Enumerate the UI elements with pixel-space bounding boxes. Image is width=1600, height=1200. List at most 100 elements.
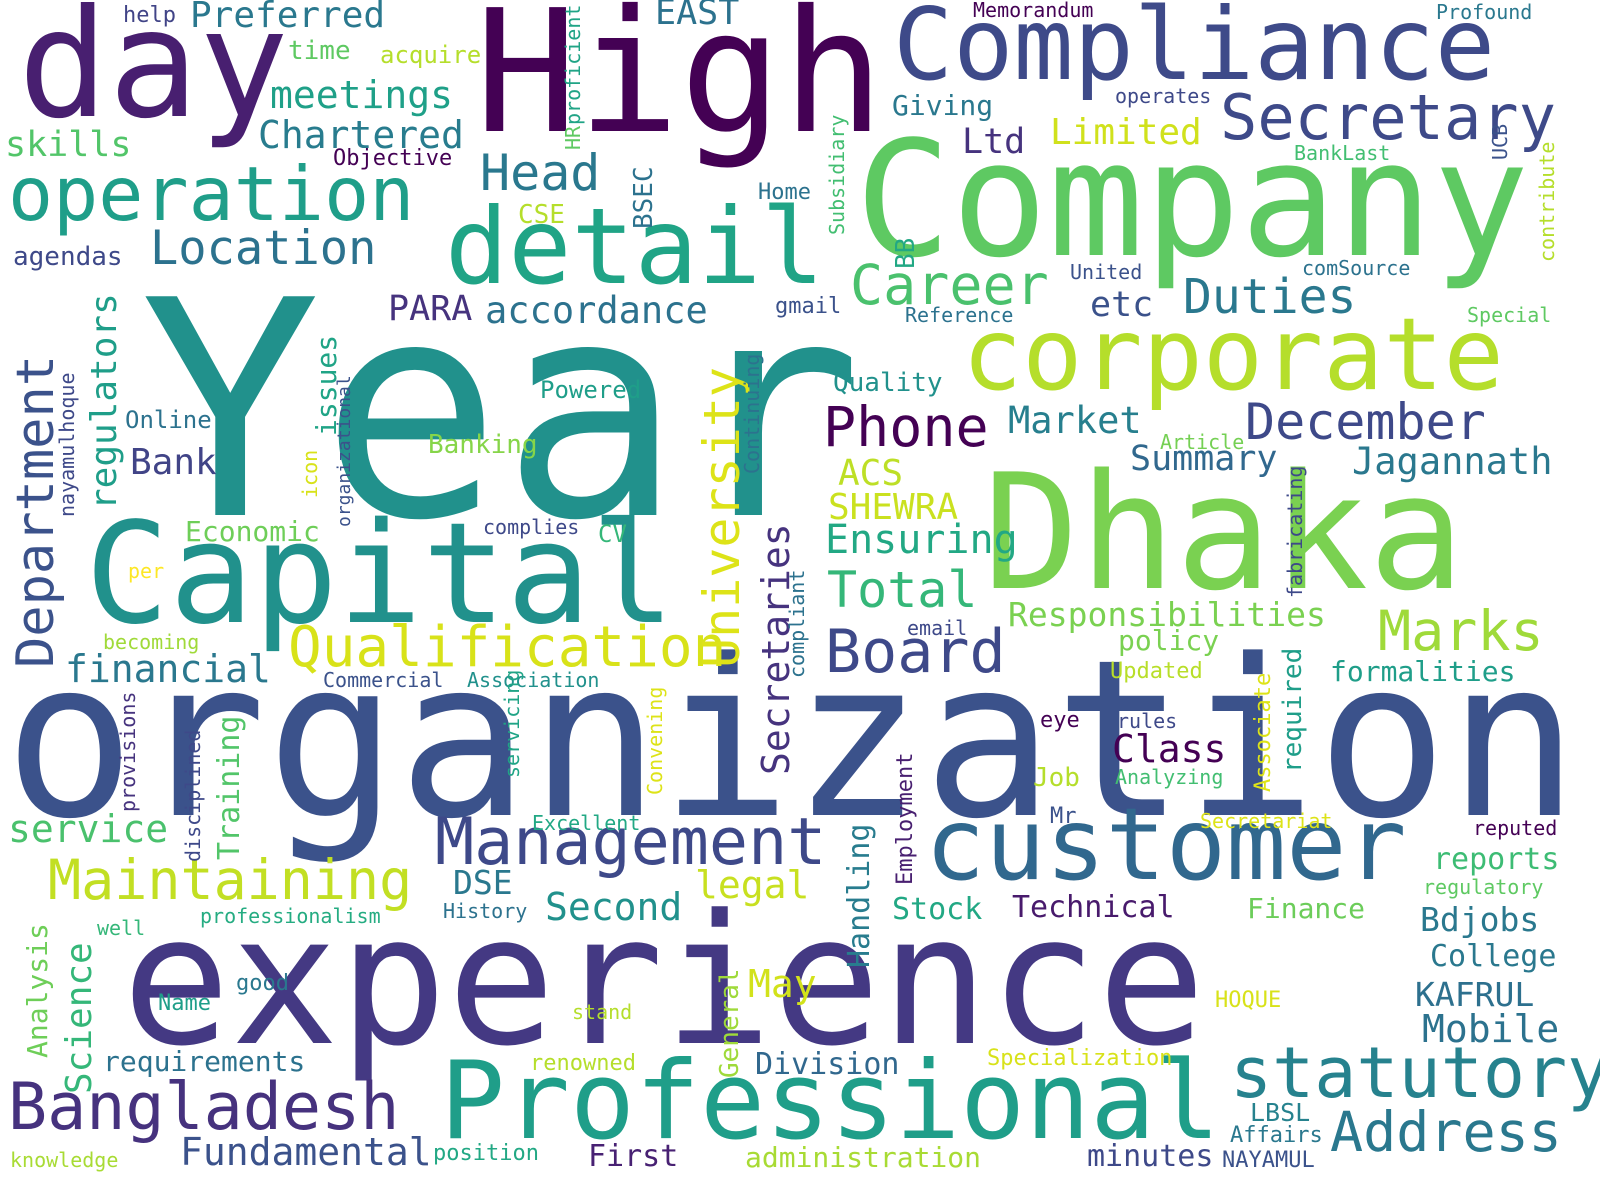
word-united: United <box>1070 260 1143 284</box>
word-time: time <box>288 36 351 66</box>
word-job: Job <box>1033 763 1080 793</box>
word-help: help <box>123 3 176 28</box>
word-duties: Duties <box>1183 269 1357 325</box>
word-meetings: meetings <box>270 73 454 117</box>
word-powered: Powered <box>540 376 642 404</box>
word-good: good <box>236 971 289 996</box>
word-administration: administration <box>745 1141 982 1174</box>
word-nayamul: NAYAMUL <box>1222 1148 1315 1173</box>
word-renowned: renowned <box>530 1051 636 1076</box>
word-stock: Stock <box>892 892 983 927</box>
word-para: PARA <box>388 289 473 329</box>
word-accordance: accordance <box>485 289 708 332</box>
word-acs: ACS <box>838 453 904 494</box>
word-complies: complies <box>483 515 580 539</box>
word-operation: operation <box>8 150 415 238</box>
word-cv: CV <box>598 520 627 548</box>
word-high: High <box>475 0 885 172</box>
word-bank: Bank <box>130 442 217 483</box>
word-board: Board <box>825 617 1006 687</box>
word-agendas: agendas <box>13 242 123 272</box>
word-company: Company <box>855 106 1530 293</box>
word-lbsl: LBSL <box>1250 1098 1311 1127</box>
word-giving: Giving <box>892 89 994 122</box>
word-fabricating: fabricating <box>1283 465 1307 598</box>
word-association: Association <box>467 668 600 692</box>
word-head: Head <box>480 144 601 202</box>
word-minutes: minutes <box>1087 1139 1214 1174</box>
word-second: Second <box>545 885 683 929</box>
word-qualification: Qualification <box>288 615 727 680</box>
word-address: Address <box>1330 1100 1562 1164</box>
word-special: Special <box>1467 303 1552 327</box>
word-college: College <box>1430 939 1557 974</box>
word-corporate: corporate <box>962 296 1504 413</box>
word-phone: Phone <box>823 395 989 459</box>
word-servicing: servicing <box>500 669 524 778</box>
word-required: required <box>1278 647 1308 773</box>
word-reports: reports <box>1433 842 1560 877</box>
word-ensuring: Ensuring <box>825 517 1018 563</box>
word-analysis: Analysis <box>21 923 54 1058</box>
word-bangladesh: Bangladesh <box>8 1070 400 1145</box>
word-memorandum: Memorandum <box>973 0 1094 22</box>
word-commercial: Commercial <box>323 668 444 692</box>
word-eye: eye <box>1040 708 1080 733</box>
word-dse: DSE <box>453 863 513 902</box>
word-bdjobs: Bdjobs <box>1420 900 1540 939</box>
word-operates: operates <box>1115 84 1212 108</box>
word-marks: Marks <box>1378 599 1544 663</box>
word-mobile: Mobile <box>1422 1007 1560 1051</box>
word-first: First <box>588 1139 679 1174</box>
word-organizational: organizational <box>334 375 355 527</box>
word-customer: customer <box>925 786 1407 903</box>
word-maintaining: Maintaining <box>48 848 413 912</box>
word-finance: Finance <box>1247 892 1366 925</box>
word-management: Management <box>435 805 827 880</box>
word-handling: Handling <box>842 823 877 969</box>
word-per: per <box>128 559 165 583</box>
word-secretariat: Secretariat <box>1200 809 1333 833</box>
word-professionalism: professionalism <box>200 904 381 928</box>
word-history: History <box>443 899 528 923</box>
word-service: service <box>8 807 169 851</box>
word-article: Article <box>1160 430 1245 454</box>
word-december: December <box>1245 393 1486 451</box>
word-provisions: provisions <box>116 691 140 812</box>
word-training: Training <box>212 715 247 861</box>
word-home: Home <box>758 180 811 205</box>
word-secretary: Secretary <box>1220 81 1556 154</box>
word-statutory: statutory <box>1230 1032 1600 1114</box>
word-position: position <box>433 1141 539 1166</box>
word-gmail: gmail <box>775 294 842 319</box>
word-career: Career <box>850 253 1049 317</box>
word-year: Year <box>140 237 863 586</box>
word-science: Science <box>59 942 100 1094</box>
word-compliance: Compliance <box>893 0 1496 103</box>
word-mr: Mr <box>1050 804 1077 829</box>
word-contribute: contribute <box>1535 141 1559 262</box>
word-technical: Technical <box>1012 890 1175 925</box>
word-reputed: reputed <box>1473 816 1558 840</box>
word-professional: Professional <box>440 1039 1221 1164</box>
word-chartered: Chartered <box>258 113 464 157</box>
word-quality: Quality <box>833 368 943 398</box>
word-jagannath: Jagannath <box>1352 440 1553 483</box>
word-shewra: SHEWRA <box>828 487 959 528</box>
word-disciplined: disciplined <box>181 729 205 862</box>
word-rules: rules <box>1117 709 1178 733</box>
word-etc: etc <box>1090 285 1154 325</box>
word-online: Online <box>125 406 212 434</box>
word-kafrul: KAFRUL <box>1415 975 1535 1014</box>
word-financial: financial <box>65 647 271 691</box>
word-convening: Convening <box>643 686 667 795</box>
word-compliant: compliant <box>785 569 809 678</box>
word-skills: skills <box>5 125 132 165</box>
word-proficient: proficient <box>561 4 585 125</box>
word-cse: CSE <box>518 200 565 230</box>
word-updated: Updated <box>1110 659 1203 684</box>
word-experience: experience <box>122 877 1206 1086</box>
word-stand: stand <box>572 1000 633 1024</box>
word-specialization: Specialization <box>987 1046 1173 1071</box>
